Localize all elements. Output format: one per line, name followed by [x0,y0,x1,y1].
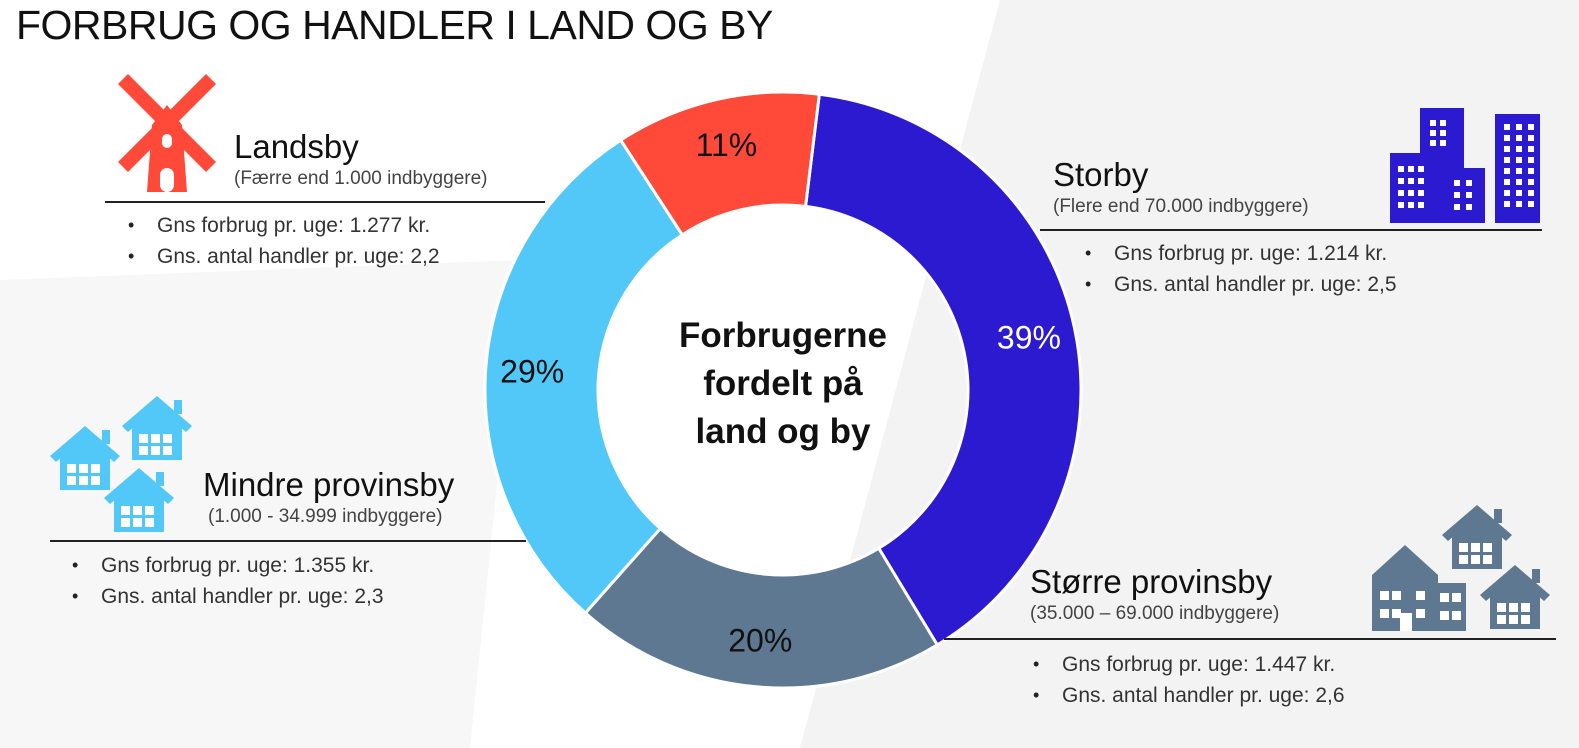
storby-name: Storby [1053,156,1149,193]
donut-label-2: 20% [728,622,792,658]
storby-subtitle: (Flere end 70.000 indbyggere) [1053,196,1309,217]
mindre-subtitle: (1.000 - 34.999 indbyggere) [208,506,443,527]
town-houses-icon [1372,505,1550,631]
donut-label-4: 11% [696,127,758,163]
donut-label-1: 39% [997,319,1061,355]
landsby-subtitle: (Færre end 1.000 indbyggere) [234,168,488,189]
stoerre-bullet-2: Gns. antal handler pr. uge: 2,6 [1030,680,1345,711]
storby-bullets: Gns forbrug pr. uge: 1.214 kr. Gns. anta… [1082,238,1397,300]
mindre-bullet-2: Gns. antal handler pr. uge: 2,3 [69,581,384,612]
storby-bullet-2: Gns. antal handler pr. uge: 2,5 [1082,269,1397,300]
mindre-name: Mindre provinsby [203,466,455,503]
mindre-bullets: Gns forbrug pr. uge: 1.355 kr. Gns. anta… [69,550,384,612]
storby-divider [1040,229,1542,231]
stoerre-divider [944,638,1556,640]
windmill-icon [118,74,216,192]
center-label-line-1: Forbrugerne [678,316,888,355]
mindre-block: Mindre provinsby (1.000 - 34.999 indbygg… [203,466,454,530]
donut-slice-4 [618,90,821,237]
donut-slice-1 [803,92,1083,648]
stoerre-bullet-1: Gns forbrug pr. uge: 1.447 kr. [1030,649,1345,680]
houses-icon [50,396,192,532]
donut-slice-3 [483,137,685,616]
landsby-name: Landsby [234,128,359,165]
donut-label-3: 29% [500,353,564,389]
landsby-bullet-1: Gns forbrug pr. uge: 1.277 kr. [125,210,440,241]
stoerre-block: Større provinsby (35.000 – 69.000 indbyg… [1030,563,1279,627]
storby-bullet-1: Gns forbrug pr. uge: 1.214 kr. [1082,238,1397,269]
landsby-bullets: Gns forbrug pr. uge: 1.277 kr. Gns. anta… [125,210,440,272]
stoerre-name: Større provinsby [1030,563,1273,600]
chart-center-label: Forbrugerne fordelt på land og by [633,312,933,456]
landsby-bullet-2: Gns. antal handler pr. uge: 2,2 [125,241,440,272]
center-label-line-3: land og by [695,412,871,451]
buildings-icon [1390,108,1540,223]
center-label-line-2: fordelt på [703,364,863,403]
stoerre-subtitle: (35.000 – 69.000 indbyggere) [1030,603,1280,624]
donut-slice-2 [583,526,940,690]
page-title: FORBRUG OG HANDLER I LAND OG BY [16,2,773,48]
storby-block: Storby (Flere end 70.000 indbyggere) [1053,156,1309,220]
stoerre-bullets: Gns forbrug pr. uge: 1.447 kr. Gns. anta… [1030,649,1345,711]
mindre-bullet-1: Gns forbrug pr. uge: 1.355 kr. [69,550,384,581]
landsby-divider [105,201,545,203]
mindre-divider [50,540,526,542]
landsby-block: Landsby (Færre end 1.000 indbyggere) [234,128,487,192]
